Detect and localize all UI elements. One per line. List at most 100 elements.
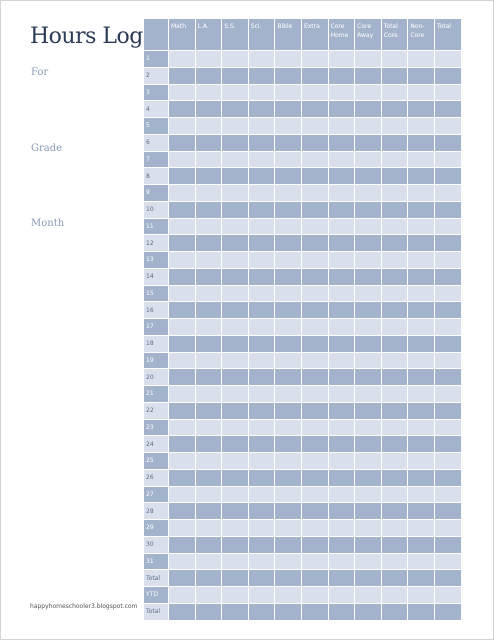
hours-cell[interactable] — [168, 351, 196, 370]
hours-cell[interactable] — [327, 586, 356, 604]
hours-cell[interactable] — [433, 117, 462, 135]
hours-cell[interactable] — [274, 100, 302, 118]
hours-cell[interactable] — [300, 167, 329, 185]
hours-cell[interactable] — [300, 83, 329, 102]
hours-cell[interactable] — [380, 368, 409, 386]
hours-cell[interactable] — [168, 234, 196, 252]
hours-cell[interactable] — [300, 150, 329, 169]
hours-cell[interactable] — [274, 535, 302, 554]
hours-cell[interactable] — [407, 602, 435, 621]
hours-cell[interactable] — [433, 150, 462, 169]
hours-cell[interactable] — [194, 200, 223, 219]
hours-cell[interactable] — [354, 468, 382, 487]
hours-cell[interactable] — [300, 418, 329, 437]
hours-cell[interactable] — [274, 184, 302, 202]
hours-cell[interactable] — [221, 83, 249, 102]
hours-cell[interactable] — [327, 485, 356, 504]
hours-cell[interactable] — [247, 100, 276, 118]
hours-cell[interactable] — [327, 519, 356, 537]
hours-cell[interactable] — [300, 318, 329, 336]
hours-cell[interactable] — [300, 251, 329, 269]
hours-cell[interactable] — [433, 66, 462, 85]
hours-cell[interactable] — [221, 586, 249, 604]
hours-cell[interactable] — [274, 452, 302, 470]
hours-cell[interactable] — [221, 167, 249, 185]
hours-cell[interactable] — [221, 234, 249, 252]
hours-cell[interactable] — [407, 418, 435, 437]
hours-cell[interactable] — [274, 435, 302, 453]
hours-cell[interactable] — [407, 117, 435, 135]
hours-cell[interactable] — [327, 167, 356, 185]
hours-cell[interactable] — [221, 150, 249, 169]
hours-cell[interactable] — [407, 535, 435, 554]
hours-cell[interactable] — [168, 318, 196, 336]
hours-cell[interactable] — [247, 452, 276, 470]
hours-cell[interactable] — [194, 569, 223, 587]
hours-cell[interactable] — [247, 385, 276, 403]
hours-cell[interactable] — [247, 586, 276, 604]
hours-cell[interactable] — [433, 602, 462, 621]
hours-cell[interactable] — [194, 385, 223, 403]
hours-cell[interactable] — [168, 117, 196, 135]
hours-cell[interactable] — [327, 535, 356, 554]
hours-cell[interactable] — [274, 217, 302, 236]
hours-cell[interactable] — [380, 50, 409, 68]
hours-cell[interactable] — [327, 251, 356, 269]
hours-cell[interactable] — [433, 318, 462, 336]
hours-cell[interactable] — [433, 251, 462, 269]
hours-cell[interactable] — [407, 334, 435, 353]
hours-cell[interactable] — [247, 251, 276, 269]
hours-cell[interactable] — [221, 418, 249, 437]
hours-cell[interactable] — [274, 50, 302, 68]
hours-cell[interactable] — [407, 200, 435, 219]
hours-cell[interactable] — [354, 284, 382, 303]
hours-cell[interactable] — [194, 485, 223, 504]
hours-cell[interactable] — [221, 217, 249, 236]
hours-cell[interactable] — [194, 184, 223, 202]
hours-cell[interactable] — [433, 351, 462, 370]
hours-cell[interactable] — [327, 267, 356, 286]
hours-cell[interactable] — [274, 167, 302, 185]
hours-cell[interactable] — [221, 66, 249, 85]
hours-cell[interactable] — [247, 83, 276, 102]
hours-cell[interactable] — [327, 385, 356, 403]
hours-cell[interactable] — [194, 351, 223, 370]
hours-cell[interactable] — [300, 368, 329, 386]
hours-cell[interactable] — [407, 519, 435, 537]
hours-cell[interactable] — [433, 100, 462, 118]
hours-cell[interactable] — [433, 217, 462, 236]
hours-cell[interactable] — [407, 284, 435, 303]
hours-cell[interactable] — [354, 519, 382, 537]
hours-cell[interactable] — [247, 184, 276, 202]
hours-cell[interactable] — [221, 519, 249, 537]
hours-cell[interactable] — [327, 318, 356, 336]
hours-cell[interactable] — [194, 586, 223, 604]
hours-cell[interactable] — [168, 519, 196, 537]
hours-cell[interactable] — [433, 200, 462, 219]
hours-cell[interactable] — [247, 368, 276, 386]
hours-cell[interactable] — [407, 569, 435, 587]
hours-cell[interactable] — [168, 267, 196, 286]
hours-cell[interactable] — [221, 401, 249, 420]
hours-cell[interactable] — [168, 50, 196, 68]
hours-cell[interactable] — [247, 284, 276, 303]
hours-cell[interactable] — [380, 485, 409, 504]
hours-cell[interactable] — [221, 267, 249, 286]
hours-cell[interactable] — [168, 184, 196, 202]
hours-cell[interactable] — [221, 535, 249, 554]
hours-cell[interactable] — [354, 301, 382, 319]
hours-cell[interactable] — [354, 485, 382, 504]
hours-cell[interactable] — [221, 385, 249, 403]
hours-cell[interactable] — [354, 234, 382, 252]
hours-cell[interactable] — [168, 485, 196, 504]
hours-cell[interactable] — [380, 502, 409, 520]
hours-cell[interactable] — [247, 418, 276, 437]
hours-cell[interactable] — [274, 267, 302, 286]
hours-cell[interactable] — [380, 284, 409, 303]
hours-cell[interactable] — [221, 334, 249, 353]
hours-cell[interactable] — [194, 267, 223, 286]
hours-cell[interactable] — [221, 50, 249, 68]
hours-cell[interactable] — [221, 552, 249, 571]
hours-cell[interactable] — [274, 251, 302, 269]
hours-cell[interactable] — [300, 401, 329, 420]
